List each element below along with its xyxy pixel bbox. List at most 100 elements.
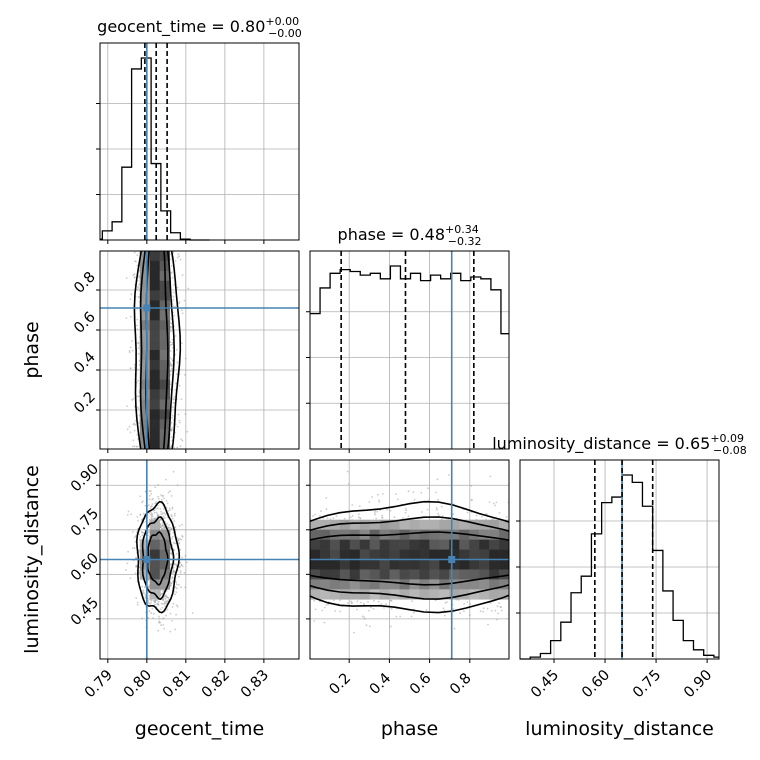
scatter-point bbox=[319, 515, 321, 518]
scatter-point bbox=[184, 413, 187, 416]
density-cell bbox=[159, 549, 170, 560]
scatter-point bbox=[161, 592, 164, 595]
scatter-point bbox=[165, 500, 168, 502]
scatter-point bbox=[127, 550, 129, 553]
scatter-point bbox=[498, 512, 501, 514]
grid-lines bbox=[310, 251, 509, 449]
scatter-point bbox=[175, 591, 178, 593]
scatter-point bbox=[163, 595, 166, 598]
scatter-point bbox=[323, 621, 326, 624]
scatter-point bbox=[125, 569, 127, 571]
density-content bbox=[100, 251, 299, 449]
scatter-point bbox=[171, 535, 174, 538]
scatter-point bbox=[459, 612, 462, 615]
scatter-point bbox=[159, 508, 162, 510]
density-cell bbox=[159, 300, 170, 311]
scatter-point bbox=[136, 318, 139, 321]
scatter-point bbox=[133, 445, 136, 448]
scatter-point bbox=[157, 495, 160, 498]
scatter-point bbox=[179, 561, 182, 564]
scatter-point bbox=[347, 483, 350, 485]
scatter-point bbox=[161, 495, 164, 497]
scatter-point bbox=[129, 367, 132, 370]
scatter-point bbox=[162, 512, 164, 514]
scatter-point bbox=[486, 607, 489, 610]
scatter-point bbox=[178, 575, 181, 578]
scatter-point bbox=[163, 601, 166, 603]
scatter-point bbox=[173, 314, 176, 317]
scatter-point bbox=[169, 327, 172, 329]
scatter-point bbox=[171, 365, 173, 367]
scatter-point bbox=[442, 607, 445, 610]
scatter-point bbox=[443, 614, 446, 617]
scatter-point bbox=[172, 305, 175, 307]
scatter-point bbox=[157, 514, 160, 517]
scatter-point bbox=[161, 527, 164, 530]
density-cell bbox=[139, 260, 151, 272]
scatter-point bbox=[180, 398, 183, 401]
scatter-point bbox=[349, 516, 352, 519]
scatter-point bbox=[152, 612, 155, 615]
scatter-point bbox=[153, 511, 156, 514]
scatter-point bbox=[177, 302, 180, 305]
density-content bbox=[310, 460, 509, 659]
density-cell bbox=[149, 340, 160, 351]
scatter-point bbox=[181, 274, 184, 276]
scatter-point bbox=[137, 287, 140, 290]
scatter-point bbox=[151, 607, 154, 610]
scatter-point bbox=[172, 580, 174, 583]
density-cell bbox=[159, 399, 170, 410]
scatter-point bbox=[155, 507, 157, 510]
scatter-point bbox=[133, 251, 136, 254]
scatter-point bbox=[356, 600, 359, 603]
title-lower-error: −0.08 bbox=[713, 444, 747, 457]
scatter-point bbox=[165, 594, 167, 597]
scatter-point bbox=[150, 516, 153, 519]
scatter-point bbox=[177, 537, 179, 540]
density-cell bbox=[139, 330, 151, 341]
scatter-point bbox=[133, 276, 136, 279]
scatter-point bbox=[397, 498, 399, 501]
scatter-point bbox=[160, 494, 163, 496]
scatter-point bbox=[425, 609, 428, 611]
scatter-point bbox=[178, 384, 181, 387]
scatter-point bbox=[161, 521, 164, 524]
scatter-point bbox=[170, 330, 172, 332]
scatter-point bbox=[173, 396, 176, 398]
scatter-point bbox=[129, 577, 132, 579]
scatter-point bbox=[171, 338, 174, 341]
panel-frame bbox=[99, 459, 300, 660]
scatter-point bbox=[148, 594, 150, 597]
scatter-point bbox=[127, 510, 130, 513]
scatter-point bbox=[134, 423, 137, 426]
scatter-point bbox=[171, 341, 174, 344]
scatter-point bbox=[178, 542, 181, 545]
scatter-point bbox=[151, 505, 153, 508]
density-cell bbox=[159, 350, 170, 361]
scatter-point bbox=[470, 499, 473, 502]
scatter-point bbox=[376, 510, 379, 513]
scatter-point bbox=[393, 516, 396, 519]
scatter-point bbox=[402, 517, 404, 519]
scatter-point bbox=[132, 531, 134, 533]
scatter-point bbox=[158, 617, 161, 620]
scatter-point bbox=[186, 430, 189, 433]
scatter-point bbox=[181, 565, 184, 568]
scatter-point bbox=[363, 602, 365, 605]
scatter-point bbox=[407, 490, 410, 493]
scatter-point bbox=[169, 526, 172, 529]
scatter-point bbox=[141, 500, 144, 503]
scatter-point bbox=[161, 606, 164, 609]
scatter-point bbox=[149, 513, 152, 516]
title-upper-error: +0.34 bbox=[445, 223, 479, 236]
scatter-point bbox=[172, 298, 175, 301]
scatter-point bbox=[134, 572, 137, 575]
scatter-point bbox=[494, 504, 496, 507]
scatter-point bbox=[313, 599, 316, 602]
scatter-point bbox=[411, 600, 414, 603]
scatter-point bbox=[136, 516, 139, 518]
scatter-point bbox=[149, 507, 152, 510]
scatter-point bbox=[135, 597, 138, 600]
scatter-point bbox=[150, 599, 153, 602]
scatter-point bbox=[320, 510, 322, 512]
